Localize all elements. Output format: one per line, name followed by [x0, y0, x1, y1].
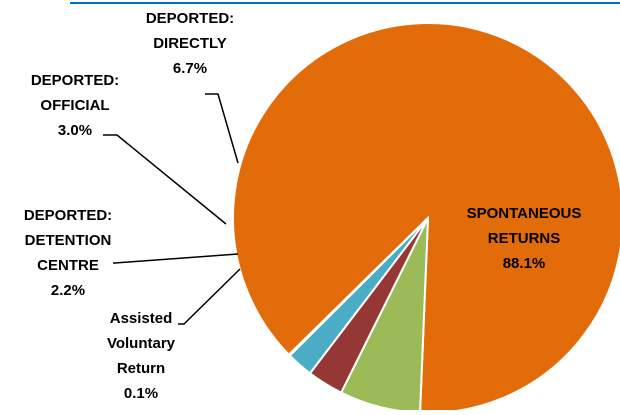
- slice-category-label: Return: [117, 360, 165, 377]
- slice-label-4: Assisted Voluntary Return 0.1%: [107, 310, 176, 402]
- slice-category-label: DEPORTED:: [146, 10, 234, 27]
- slice-category-label: DIRECTLY: [153, 35, 227, 52]
- slice-value-label: 88.1%: [503, 255, 546, 272]
- slice-value-label: 3.0%: [58, 122, 92, 139]
- slice-value-label: 6.7%: [173, 60, 207, 77]
- pie-slice-0: [232, 22, 620, 414]
- leader-line-2: [103, 134, 227, 225]
- slice-category-label: Voluntary: [107, 335, 176, 352]
- slice-category-label: Assisted: [110, 310, 173, 327]
- pie-slice-4: [287, 217, 429, 357]
- leader-line-4: [178, 268, 241, 325]
- pie-slices: [232, 22, 620, 414]
- slice-label-1: DEPORTED: DIRECTLY 6.7%: [146, 10, 234, 77]
- slice-value-label: 2.2%: [51, 282, 85, 299]
- slice-category-label: DEPORTED:: [31, 72, 119, 89]
- slice-category-label: DEPORTED:: [24, 207, 112, 224]
- slice-value-label: 0.1%: [124, 385, 158, 402]
- slice-category-label: OFFICIAL: [40, 97, 109, 114]
- leader-line-1: [205, 93, 239, 164]
- leader-lines: [103, 93, 241, 325]
- slice-label-0: SPONTANEOUS RETURNS 88.1%: [467, 205, 582, 272]
- slice-category-label: SPONTANEOUS: [467, 205, 582, 222]
- slice-label-3: DEPORTED: DETENTION CENTRE 2.2%: [24, 207, 112, 299]
- slice-labels: SPONTANEOUS RETURNS 88.1% DEPORTED: DIRECTLY…: [24, 10, 582, 402]
- slice-category-label: DETENTION: [25, 232, 112, 249]
- slice-category-label: RETURNS: [488, 230, 561, 247]
- slice-label-2: DEPORTED: OFFICIAL 3.0%: [31, 72, 119, 139]
- slice-category-label: CENTRE: [37, 257, 99, 274]
- leader-line-3: [113, 253, 239, 264]
